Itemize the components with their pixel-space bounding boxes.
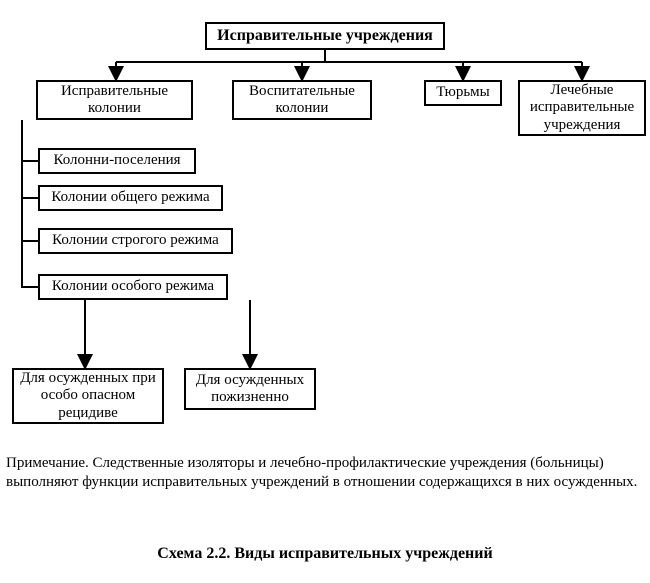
- node-settle: Колонни-поселения: [38, 148, 196, 174]
- caption: Схема 2.2. Виды исправительных учреждени…: [0, 545, 650, 563]
- node-strict: Колонии строгого режима: [38, 228, 233, 254]
- node-med: Лечебные исправительные учреждения: [518, 80, 646, 136]
- node-label-corr: Исправительные колонии: [42, 83, 187, 118]
- node-label-pri: Тюрьмы: [436, 84, 490, 101]
- node-life: Для осужденных пожизненно: [184, 368, 316, 410]
- node-spec: Колонии особого режима: [38, 274, 228, 300]
- node-label-strict: Колонии строгого режима: [52, 232, 219, 249]
- node-label-root: Исправительные учреждения: [217, 27, 433, 45]
- node-corr: Исправительные колонии: [36, 80, 193, 120]
- node-recid: Для осужденных при особо опасном рецидив…: [12, 368, 164, 424]
- node-pri: Тюрьмы: [424, 80, 502, 106]
- footnote: Примечание. Следственные изоляторы и леч…: [6, 454, 646, 492]
- node-label-spec: Колонии особого режима: [52, 278, 214, 295]
- node-label-gen: Колонии общего режима: [51, 189, 209, 206]
- footnote-text: Примечание. Следственные изоляторы и леч…: [6, 455, 637, 490]
- diagram-canvas: Исправительные учреждения Исправительные …: [0, 0, 650, 583]
- node-edu: Воспитательные колонии: [232, 80, 372, 120]
- node-label-edu: Воспитательные колонии: [238, 83, 366, 118]
- node-label-life: Для осужденных пожизненно: [190, 372, 310, 407]
- caption-text: Схема 2.2. Виды исправительных учреждени…: [157, 545, 492, 562]
- node-gen: Колонии общего режима: [38, 185, 223, 211]
- node-label-settle: Колонни-поселения: [53, 152, 180, 169]
- node-root: Исправительные учреждения: [205, 22, 445, 50]
- node-label-med: Лечебные исправительные учреждения: [524, 82, 640, 134]
- node-label-recid: Для осужденных при особо опасном рецидив…: [18, 370, 158, 422]
